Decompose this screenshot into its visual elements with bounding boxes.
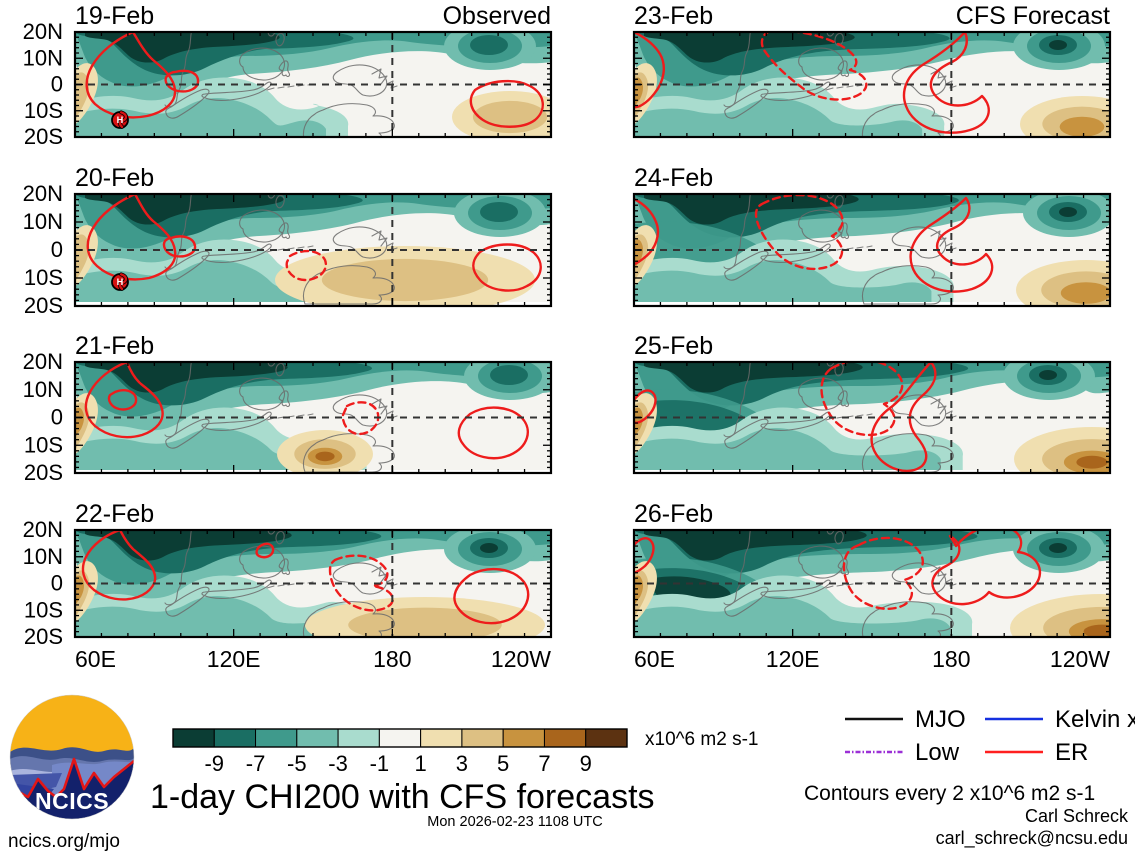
- svg-text:10S: 10S: [24, 432, 63, 457]
- svg-text:1-day CHI200 with CFS forecast: 1-day CHI200 with CFS forecasts: [150, 778, 655, 816]
- svg-text:ER: ER: [1055, 739, 1088, 766]
- svg-text:-3: -3: [328, 751, 348, 776]
- svg-text:Observed: Observed: [443, 2, 551, 30]
- svg-text:23-Feb: 23-Feb: [634, 2, 713, 30]
- svg-text:10S: 10S: [24, 98, 63, 123]
- svg-text:21-Feb: 21-Feb: [75, 332, 154, 360]
- svg-text:20N: 20N: [23, 349, 63, 374]
- svg-text:0: 0: [51, 72, 63, 97]
- svg-text:20S: 20S: [24, 293, 63, 318]
- svg-text:CFS Forecast: CFS Forecast: [956, 2, 1110, 30]
- svg-text:60E: 60E: [75, 646, 116, 672]
- svg-text:Carl Schreck: Carl Schreck: [1025, 806, 1129, 826]
- svg-text:24-Feb: 24-Feb: [634, 164, 713, 192]
- svg-text:20N: 20N: [23, 19, 63, 44]
- svg-text:22-Feb: 22-Feb: [75, 500, 154, 528]
- svg-text:carl_schreck@ncsu.edu: carl_schreck@ncsu.edu: [936, 828, 1128, 849]
- svg-text:9: 9: [580, 751, 592, 776]
- svg-text:5: 5: [497, 751, 509, 776]
- svg-text:x10^6 m2 s-1: x10^6 m2 s-1: [645, 729, 758, 750]
- svg-text:20N: 20N: [23, 181, 63, 206]
- svg-text:-9: -9: [204, 751, 224, 776]
- svg-text:0: 0: [51, 405, 63, 430]
- svg-text:120E: 120E: [207, 646, 261, 672]
- svg-text:10N: 10N: [23, 544, 63, 569]
- svg-text:60E: 60E: [634, 646, 675, 672]
- svg-text:180: 180: [373, 646, 411, 672]
- svg-text:120E: 120E: [766, 646, 820, 672]
- svg-text:-1: -1: [370, 751, 390, 776]
- svg-text:20-Feb: 20-Feb: [75, 164, 154, 192]
- svg-text:180: 180: [932, 646, 970, 672]
- svg-text:NCICS: NCICS: [35, 788, 109, 814]
- svg-text:10N: 10N: [23, 209, 63, 234]
- svg-text:Kelvin x2: Kelvin x2: [1055, 706, 1135, 733]
- svg-text:Low: Low: [915, 739, 960, 766]
- svg-text:120W: 120W: [1050, 646, 1110, 672]
- svg-text:7: 7: [538, 751, 550, 776]
- svg-text:3: 3: [456, 751, 468, 776]
- svg-text:10S: 10S: [24, 265, 63, 290]
- svg-text:10N: 10N: [23, 45, 63, 70]
- svg-text:H: H: [117, 115, 124, 125]
- svg-text:120W: 120W: [491, 646, 551, 672]
- svg-text:H: H: [117, 277, 124, 287]
- svg-text:0: 0: [51, 571, 63, 596]
- svg-text:26-Feb: 26-Feb: [634, 500, 713, 528]
- svg-text:1: 1: [415, 751, 427, 776]
- svg-text:10N: 10N: [23, 377, 63, 402]
- svg-text:MJO: MJO: [915, 706, 966, 733]
- svg-text:20S: 20S: [24, 460, 63, 485]
- svg-text:-5: -5: [287, 751, 307, 776]
- svg-text:-7: -7: [246, 751, 266, 776]
- svg-text:19-Feb: 19-Feb: [75, 2, 154, 30]
- svg-text:ncics.org/mjo: ncics.org/mjo: [8, 831, 120, 852]
- svg-text:20S: 20S: [24, 124, 63, 149]
- svg-text:Contours every 2 x10^6 m2 s-1: Contours every 2 x10^6 m2 s-1: [804, 782, 1095, 805]
- svg-text:20N: 20N: [23, 517, 63, 542]
- svg-text:10S: 10S: [24, 597, 63, 622]
- svg-text:25-Feb: 25-Feb: [634, 332, 713, 360]
- svg-text:20S: 20S: [24, 624, 63, 649]
- svg-text:Mon 2026-02-23 1108 UTC: Mon 2026-02-23 1108 UTC: [427, 814, 602, 830]
- svg-text:0: 0: [51, 237, 63, 262]
